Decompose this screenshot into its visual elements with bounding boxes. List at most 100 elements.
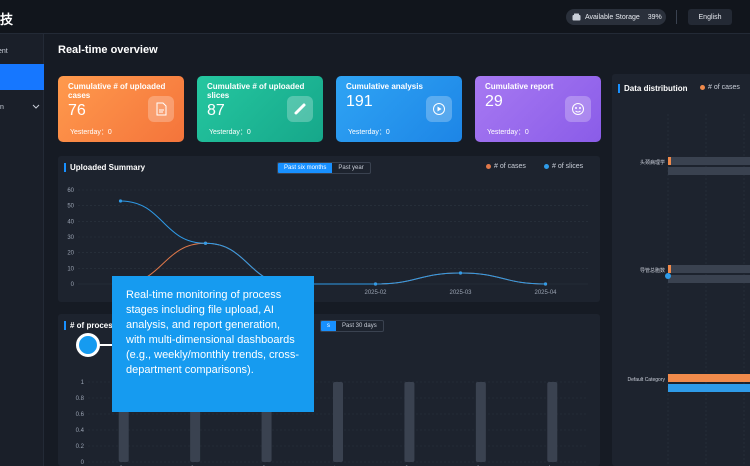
card-title: Cumulative analysis <box>346 82 423 91</box>
main-content: Real-time overview Cumulative # of uploa… <box>44 34 750 466</box>
card-uploaded-cases: Cumulative # of uploaded cases 76 Yester… <box>58 76 184 142</box>
sidebar-item-management[interactable]: ent <box>0 38 44 64</box>
x-tick-label: 2025-04 <box>534 290 557 296</box>
distribution-bar-slices <box>668 384 750 392</box>
tab-past-30-days[interactable]: Past 30 days <box>342 323 377 329</box>
card-title: Cumulative report <box>485 82 554 91</box>
process-range-toggle: s Past 30 days <box>320 320 384 332</box>
y-tick-label: 0 <box>71 282 75 288</box>
storage-icon <box>572 13 581 21</box>
distribution-bar-slices <box>668 167 750 175</box>
y-tick-label: 0 <box>81 460 85 466</box>
document-icon <box>148 96 174 122</box>
distribution-bar-cases <box>668 157 750 165</box>
sidebar-item-overview[interactable] <box>0 64 44 90</box>
legend-dot <box>700 85 705 90</box>
process-bar <box>547 382 558 462</box>
card-analysis: Cumulative analysis 191 Yesterday：0 <box>336 76 462 142</box>
card-uploaded-slices: Cumulative # of uploaded slices 87 Yeste… <box>197 76 323 142</box>
x-tick-label: 2025-03 <box>449 290 472 296</box>
y-tick-label: 30 <box>67 235 74 241</box>
tab-past-year[interactable]: Past year <box>338 165 364 171</box>
card-yesterday: Yesterday：0 <box>209 129 251 136</box>
tab-past-six-months[interactable]: Past six months <box>278 163 333 173</box>
report-icon <box>565 96 591 122</box>
card-value: 76 <box>68 102 86 119</box>
distribution-bar-cases <box>668 265 750 273</box>
y-tick-label: 0.4 <box>76 428 85 434</box>
data-distribution-title: Data distribution <box>618 84 688 93</box>
y-tick-label: 40 <box>67 219 74 225</box>
distribution-bar-slices <box>668 275 750 283</box>
data-point <box>543 282 548 286</box>
y-tick-label: 60 <box>67 188 74 194</box>
process-bar <box>333 382 343 462</box>
x-tick-label: 2025-02 <box>364 290 387 296</box>
card-title: Cumulative # of uploaded slices <box>207 82 305 100</box>
data-point <box>458 271 463 275</box>
legend-distribution-cases[interactable]: # of cases <box>700 84 740 91</box>
process-bar <box>404 382 415 462</box>
y-tick-label: 10 <box>67 266 74 272</box>
summary-range-toggle: Past six months Past year <box>277 162 371 174</box>
card-value: 29 <box>485 93 503 110</box>
storage-percent: 39% <box>647 13 662 21</box>
data-point <box>203 241 208 245</box>
series-line <box>120 200 546 285</box>
legend-slices[interactable]: # of slices <box>544 163 583 170</box>
chevron-down-icon <box>32 104 40 109</box>
feature-tooltip: Real-time monitoring of process stages i… <box>112 276 314 412</box>
brand-logo: 技 <box>0 12 14 27</box>
y-tick-label: 0.2 <box>76 444 85 450</box>
card-value: 191 <box>346 93 373 110</box>
page-title: Real-time overview <box>58 44 158 56</box>
card-value: 87 <box>207 102 225 119</box>
process-title: # of process <box>64 321 117 330</box>
play-icon <box>426 96 452 122</box>
category-label: 导管总胞数 <box>640 267 665 274</box>
card-yesterday: Yesterday：0 <box>348 129 390 136</box>
sidebar: ent n <box>0 34 44 466</box>
callout-connector <box>99 344 112 346</box>
legend-label: # of slices <box>552 163 584 170</box>
y-tick-label: 0.6 <box>76 412 85 418</box>
distribution-bar-marker <box>668 157 671 165</box>
legend-cases[interactable]: # of cases <box>486 163 526 170</box>
y-tick-label: 0.8 <box>76 396 85 402</box>
data-point <box>373 282 378 286</box>
y-tick-label: 50 <box>67 204 74 210</box>
top-bar: 技 Available Storage 39% English <box>0 0 750 34</box>
card-yesterday: Yesterday：0 <box>487 129 529 136</box>
process-bar <box>475 382 486 462</box>
language-select[interactable]: English <box>688 9 732 25</box>
sidebar-item-label: ent <box>0 47 8 55</box>
storage-indicator[interactable]: Available Storage 39% <box>566 9 666 25</box>
distribution-point <box>665 273 671 279</box>
legend-dot <box>486 164 491 169</box>
data-distribution-panel: Data distribution # of cases 0204060头颈病理… <box>612 74 750 466</box>
y-tick-label: 1 <box>81 380 85 386</box>
distribution-bar-marker <box>668 374 671 382</box>
data-distribution-chart: 0204060头颈病理学导管总胞数Default Category <box>627 114 750 466</box>
slide-icon <box>287 96 313 122</box>
data-point <box>118 199 123 203</box>
card-report: Cumulative report 29 Yesterday：0 <box>475 76 601 142</box>
tab-process-week[interactable]: s <box>321 321 336 331</box>
legend-dot <box>544 164 549 169</box>
distribution-bar-marker <box>668 265 671 273</box>
distribution-bar-cases <box>668 374 750 382</box>
category-label: Default Category <box>627 377 665 383</box>
sidebar-item-expandable[interactable]: n <box>0 94 44 120</box>
header-divider <box>676 10 677 24</box>
legend-label: # of cases <box>494 163 526 170</box>
category-label: 头颈病理学 <box>640 159 665 166</box>
card-title: Cumulative # of uploaded cases <box>68 82 166 100</box>
y-tick-label: 20 <box>67 251 74 257</box>
storage-label: Available Storage <box>585 13 640 21</box>
card-yesterday: Yesterday：0 <box>70 129 112 136</box>
uploaded-summary-title: Uploaded Summary <box>64 163 145 172</box>
legend-label: # of cases <box>708 84 740 91</box>
sidebar-item-label: n <box>0 103 4 111</box>
callout-pin[interactable] <box>76 333 100 357</box>
